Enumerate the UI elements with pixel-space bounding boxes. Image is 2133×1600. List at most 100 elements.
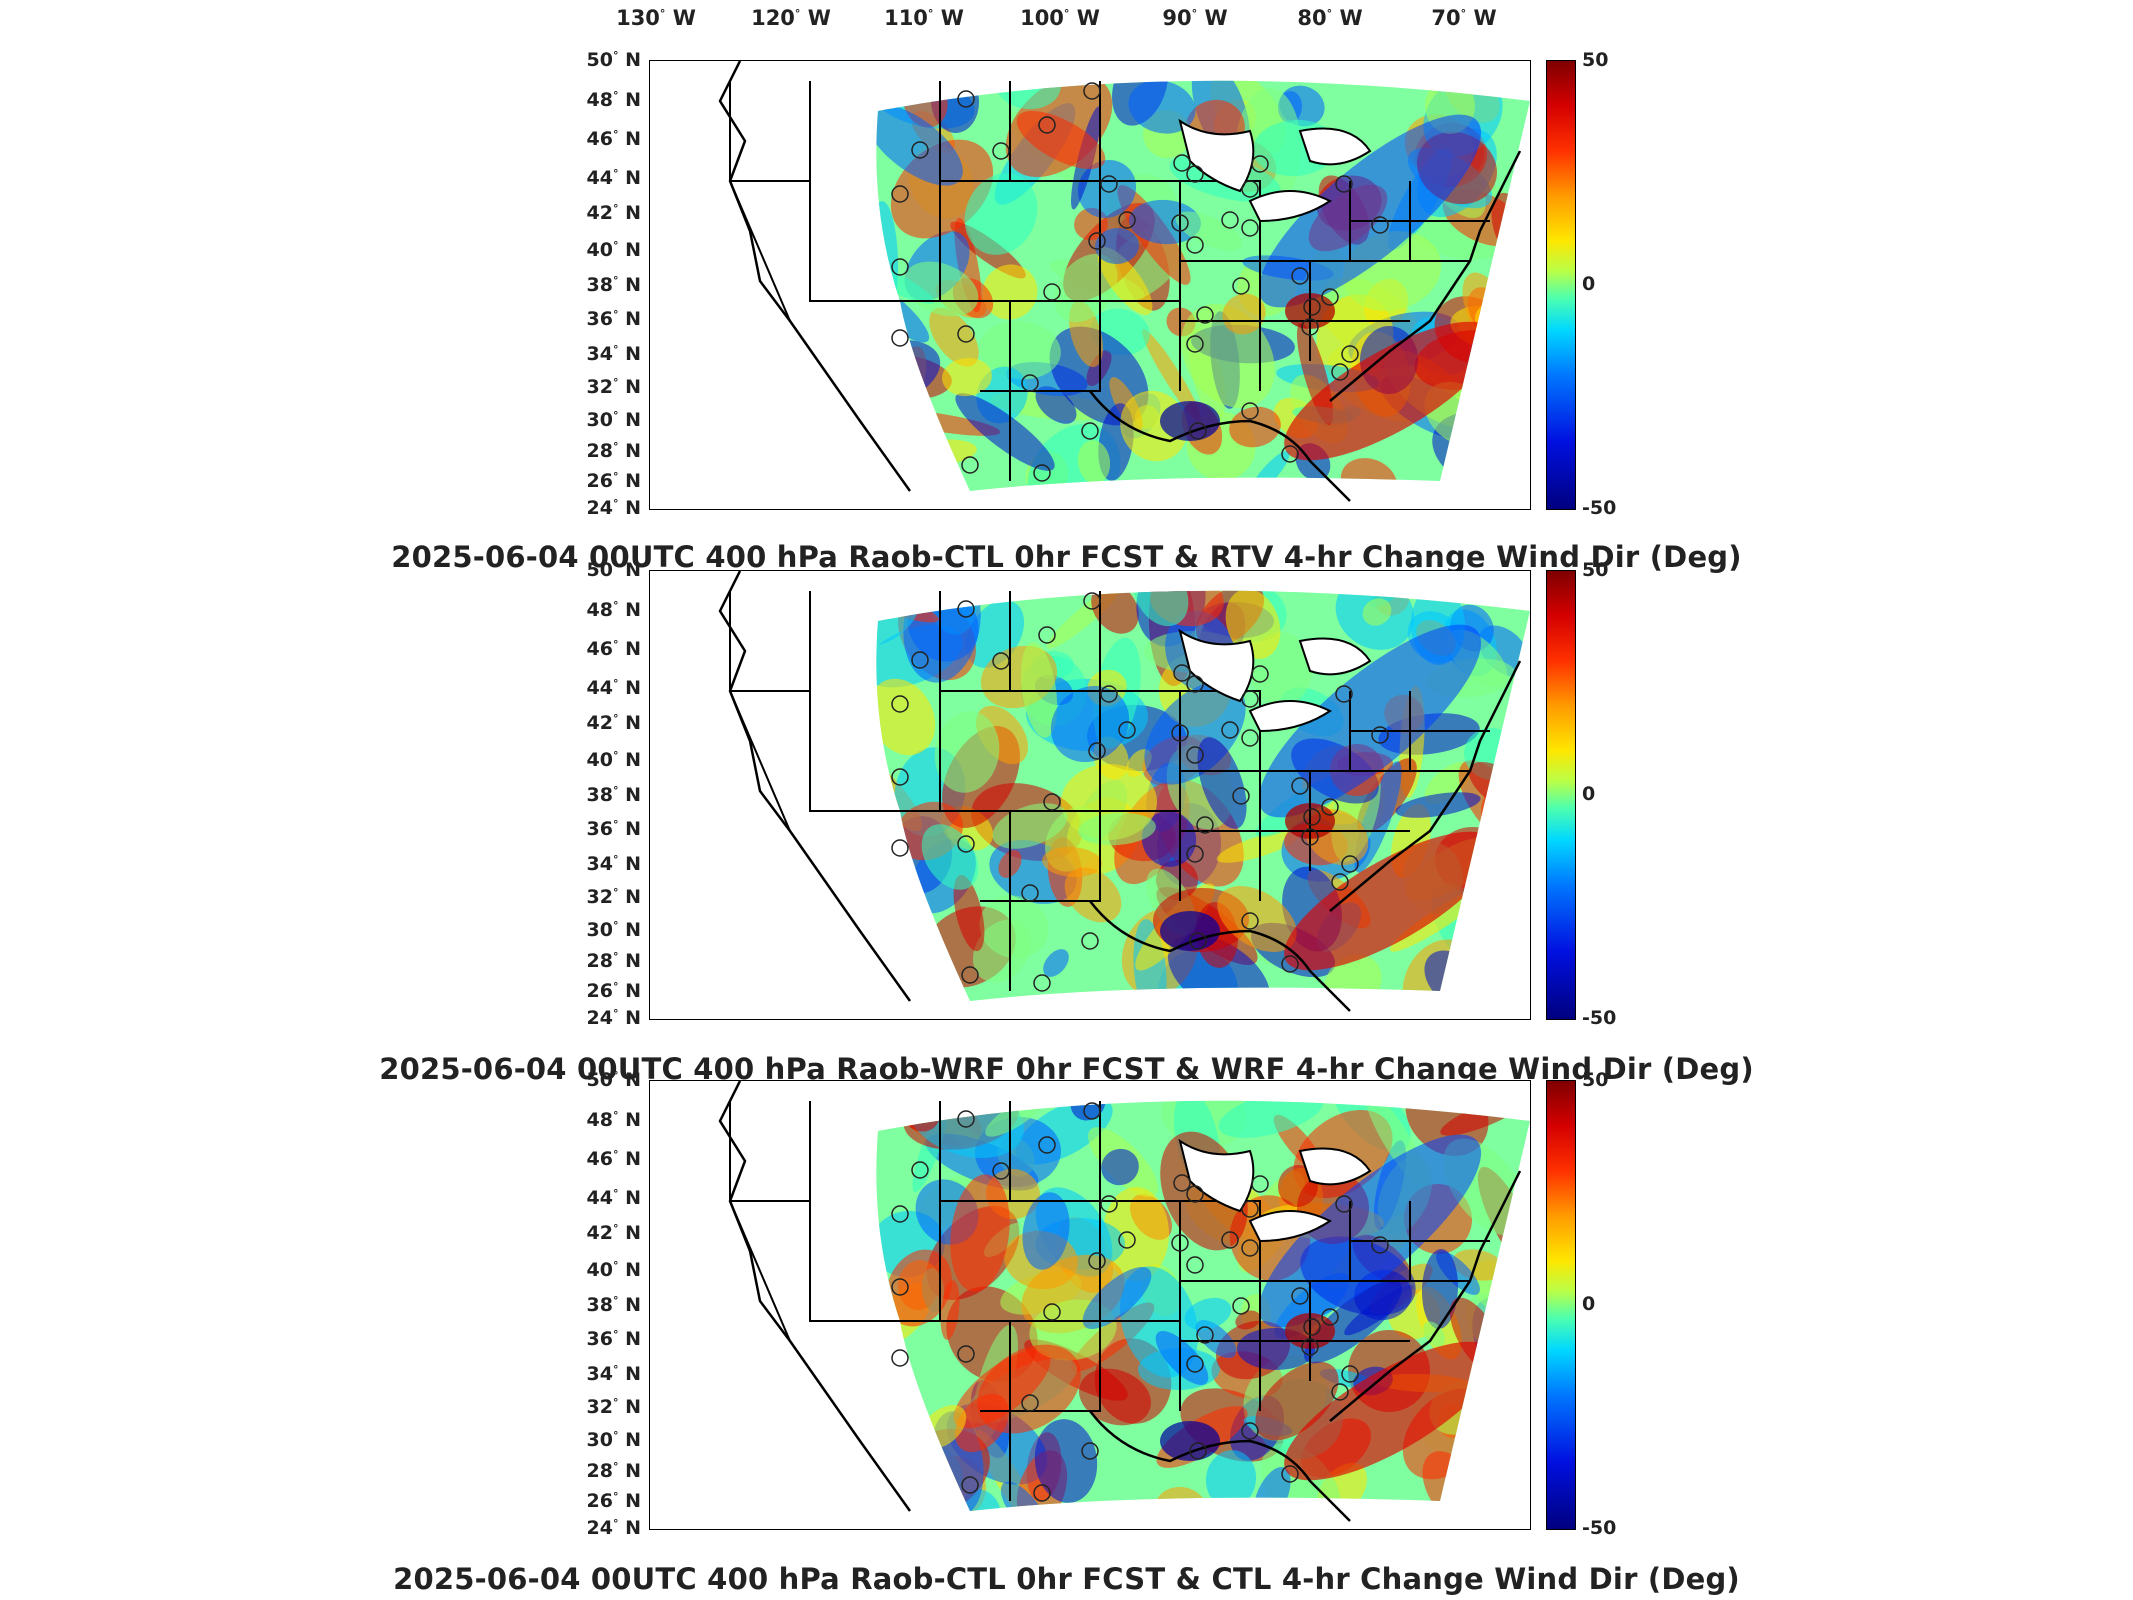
field-blob — [1175, 211, 1243, 251]
colorbar-mid-label: 0 — [1582, 783, 1596, 805]
raob-station-marker — [1241, 402, 1259, 420]
state-border — [809, 691, 940, 812]
state-border — [1409, 691, 1470, 772]
field-blob — [1495, 805, 1523, 833]
raob-station-marker — [1341, 1365, 1359, 1383]
state-border — [1100, 180, 1261, 261]
lat-label: 30° N — [586, 918, 641, 942]
raob-station-marker — [1241, 1239, 1259, 1257]
lat-label: 36° N — [586, 817, 641, 841]
field-blob — [1101, 1148, 1139, 1186]
field-blob — [1497, 398, 1529, 470]
state-border — [809, 181, 940, 302]
raob-station-marker — [891, 185, 909, 203]
raob-station-marker — [1186, 675, 1204, 693]
raob-station-marker — [1186, 1185, 1204, 1203]
field-blob — [1077, 440, 1111, 484]
raob-station-marker — [891, 839, 909, 857]
raob-station-marker — [1083, 82, 1101, 100]
field-blob — [1197, 737, 1247, 829]
lat-label: 42° N — [586, 1221, 641, 1245]
raob-station-marker — [957, 835, 975, 853]
raob-station-marker — [1083, 1102, 1101, 1120]
lat-label: 24° N — [586, 496, 641, 520]
lat-label: 26° N — [586, 979, 641, 1003]
lon-label: 90° W — [1162, 6, 1228, 30]
field-blob — [1129, 199, 1201, 245]
raob-station-marker — [1038, 626, 1056, 644]
raob-station-marker — [1221, 211, 1239, 229]
state-border — [729, 81, 811, 182]
raob-station-marker — [1241, 690, 1259, 708]
map-frame — [649, 1080, 1531, 1530]
field-blob — [1043, 949, 1069, 977]
field-blob — [1064, 867, 1122, 923]
raob-station-marker — [1021, 1394, 1039, 1412]
raob-station-marker — [1189, 422, 1207, 440]
lon-label: 100° W — [1020, 6, 1100, 30]
raob-station-marker — [1331, 363, 1349, 381]
raob-station-marker — [1232, 1297, 1250, 1315]
raob-station-marker — [957, 600, 975, 618]
lat-label: 42° N — [586, 711, 641, 735]
raob-station-marker — [1173, 1174, 1191, 1192]
coastline — [718, 1081, 1522, 1522]
raob-station-marker — [1291, 1287, 1309, 1305]
field-blob — [876, 883, 911, 941]
raob-station-marker — [891, 329, 909, 347]
lat-label: 42° N — [586, 201, 641, 225]
raob-station-marker — [961, 1476, 979, 1494]
raob-stations — [891, 1102, 1389, 1502]
raob-station-marker — [1186, 335, 1204, 353]
field-blob — [1205, 1450, 1257, 1508]
field-blob — [982, 264, 1038, 320]
field-blob — [1229, 406, 1281, 448]
field-blob — [955, 393, 1055, 471]
state-border — [980, 1321, 1101, 1412]
raob-station-marker — [1251, 665, 1269, 683]
raob-station-marker — [1301, 828, 1319, 846]
state-borders — [718, 571, 1522, 1012]
lat-label: 40° N — [586, 238, 641, 262]
field-blob — [886, 1249, 952, 1327]
raob-station-marker — [911, 1161, 929, 1179]
colorbar-min-label: -50 — [1582, 1007, 1617, 1029]
colorbar — [1546, 60, 1576, 510]
field-blob — [1495, 1403, 1519, 1427]
field-blob — [1184, 1297, 1232, 1331]
field-blob — [921, 824, 979, 890]
lat-label: 50° N — [586, 48, 641, 72]
field-blob — [934, 711, 1000, 793]
raob-station-marker — [1232, 277, 1250, 295]
field-blob — [876, 446, 936, 491]
raob-station-marker — [957, 1345, 975, 1363]
field-blob — [1421, 1249, 1459, 1329]
state-border — [980, 301, 1101, 392]
raob-stations — [891, 82, 1389, 482]
raob-station-marker — [1189, 1442, 1207, 1460]
raob-station-marker — [1341, 855, 1359, 873]
raob-station-marker — [1291, 777, 1309, 795]
raob-station-marker — [1321, 288, 1339, 306]
raob-station-marker — [1081, 1442, 1099, 1460]
raob-station-marker — [1241, 1200, 1259, 1218]
raob-station-marker — [1241, 219, 1259, 237]
lat-label: 34° N — [586, 852, 641, 876]
state-border — [1349, 181, 1410, 262]
raob-station-marker — [1331, 1383, 1349, 1401]
raob-station-marker — [1186, 165, 1204, 183]
raob-station-marker — [1088, 742, 1106, 760]
raob-station-marker — [957, 325, 975, 343]
raob-station-marker — [1021, 884, 1039, 902]
raob-station-marker — [1241, 912, 1259, 930]
lat-label: 38° N — [586, 273, 641, 297]
lat-label: 50° N — [586, 558, 641, 582]
state-border — [729, 591, 811, 692]
lat-label: 40° N — [586, 748, 641, 772]
field-blob — [876, 678, 936, 756]
raob-station-marker — [1303, 1318, 1321, 1336]
raob-station-marker — [1335, 175, 1353, 193]
raob-station-marker — [1038, 116, 1056, 134]
raob-station-marker — [1341, 345, 1359, 363]
field-blob — [1097, 247, 1153, 315]
